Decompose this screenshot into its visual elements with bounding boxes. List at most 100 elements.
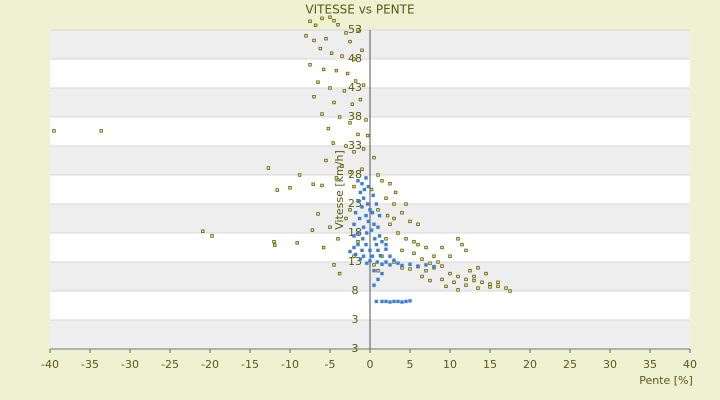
point [392,202,396,206]
point [334,176,339,180]
point [324,37,328,41]
x-axis-title: Pente [%] [639,374,693,387]
point [320,16,324,21]
point [310,228,315,232]
y-tick-label: 28 [348,168,362,181]
point [312,38,316,43]
point [356,239,360,244]
point [380,271,384,276]
point [378,253,383,258]
point [365,261,369,265]
x-tick-label: -25 [161,358,179,371]
point [336,23,340,27]
x-tick-label: -35 [81,358,99,371]
point [440,245,444,250]
x-tick-label: 20 [523,358,537,371]
point [468,268,472,273]
point [400,300,404,304]
point [374,299,379,304]
point [464,283,468,287]
point [364,213,368,218]
point [308,19,312,23]
point [384,260,388,264]
point [472,278,476,283]
point [420,274,424,279]
point [353,252,358,257]
point [504,286,508,290]
point [384,247,388,251]
point [361,196,366,200]
point [360,205,364,209]
point [464,277,468,282]
point [408,219,412,224]
y-tick-label: 8 [352,284,359,297]
point [452,280,456,284]
point [364,176,368,180]
point [332,263,336,267]
point [332,19,336,23]
x-tick-label: -5 [325,358,336,371]
y-tick-label: 38 [348,110,362,123]
point [370,210,375,215]
point [392,216,396,221]
point [376,268,380,273]
y-axis-title: Vitesse [km/h] [333,150,346,230]
point [356,132,360,137]
point [460,242,464,247]
point [361,83,366,87]
point [484,271,488,276]
point [361,225,366,229]
point [392,258,396,262]
point [370,254,375,258]
point [313,23,318,28]
point [377,213,382,218]
point [376,173,380,177]
point [400,210,404,215]
point [404,299,408,304]
point [380,239,384,244]
point [496,280,500,284]
point [356,179,360,183]
chart-title: VITESSE vs PENTE [305,3,414,17]
point [374,202,379,206]
point [436,260,440,264]
point [52,129,56,133]
point [380,299,384,304]
point [340,54,344,58]
point [496,284,500,289]
point [393,190,398,195]
point [356,28,360,32]
point [464,248,468,253]
point [364,242,368,247]
point [365,231,369,235]
point [275,188,279,192]
point [344,216,348,221]
point [297,173,302,177]
point [328,15,332,19]
point [396,231,400,235]
x-tick-label: 15 [483,358,497,371]
point [329,51,334,55]
point [360,48,364,52]
point [348,208,352,212]
x-tick-label: 10 [443,358,457,371]
point [392,299,396,304]
point [334,68,339,73]
point [352,150,356,154]
point [328,86,332,90]
point [210,234,214,238]
y-tick-label: 13 [348,255,362,268]
y-tick-label: 3 [352,313,359,326]
point [408,299,412,303]
point [342,89,347,93]
point [424,268,428,273]
point [356,199,360,203]
point [336,237,340,241]
x-tick-label: 35 [643,358,657,371]
point [352,234,356,238]
point [476,286,480,290]
point [384,237,388,241]
point [321,67,326,72]
point [348,39,352,44]
